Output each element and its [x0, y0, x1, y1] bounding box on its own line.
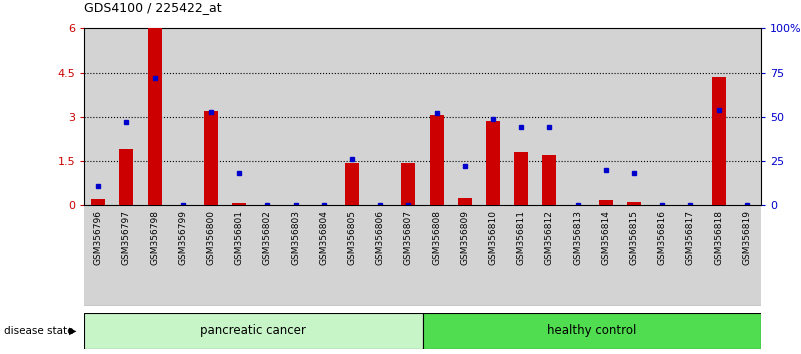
Bar [345, 162, 359, 205]
Text: GSM356813: GSM356813 [574, 210, 582, 266]
Bar [169, 205, 197, 306]
Bar [733, 28, 761, 205]
Bar [542, 155, 557, 205]
Bar [366, 205, 394, 306]
Bar [253, 28, 281, 205]
Text: GSM356812: GSM356812 [545, 210, 554, 265]
Bar [225, 28, 253, 205]
Bar [676, 205, 705, 306]
Bar [564, 205, 592, 306]
Bar [422, 313, 761, 349]
Text: GSM356798: GSM356798 [150, 210, 159, 266]
Bar [458, 198, 472, 205]
Bar [119, 149, 134, 205]
Bar [648, 28, 676, 205]
Text: GSM356799: GSM356799 [179, 210, 187, 266]
Bar [91, 199, 105, 205]
Bar [620, 205, 648, 306]
Bar [232, 203, 246, 205]
Bar [627, 202, 641, 205]
Bar [705, 205, 733, 306]
Bar [197, 28, 225, 205]
Bar [711, 77, 726, 205]
Text: GSM356819: GSM356819 [743, 210, 751, 266]
Bar [140, 28, 169, 205]
Text: GSM356808: GSM356808 [432, 210, 441, 266]
Bar [401, 162, 416, 205]
Bar [592, 28, 620, 205]
Bar [429, 115, 444, 205]
Text: GSM356814: GSM356814 [602, 210, 610, 265]
Bar [479, 28, 507, 205]
Bar [281, 205, 310, 306]
Bar [648, 205, 676, 306]
Bar [310, 205, 338, 306]
Text: GSM356817: GSM356817 [686, 210, 695, 266]
Text: GSM356809: GSM356809 [461, 210, 469, 266]
Bar [169, 28, 197, 205]
Bar [507, 28, 535, 205]
Bar [620, 28, 648, 205]
Bar [422, 205, 451, 306]
Bar [514, 152, 529, 205]
Bar [486, 121, 500, 205]
Bar [507, 205, 535, 306]
Text: GSM356802: GSM356802 [263, 210, 272, 265]
Bar [197, 205, 225, 306]
Bar [84, 205, 112, 306]
Bar [676, 28, 705, 205]
Bar [84, 313, 422, 349]
Bar [451, 205, 479, 306]
Bar [112, 28, 140, 205]
Bar [479, 205, 507, 306]
Bar [592, 205, 620, 306]
Bar [310, 28, 338, 205]
Text: healthy control: healthy control [547, 325, 637, 337]
Text: pancreatic cancer: pancreatic cancer [200, 325, 306, 337]
Bar [147, 28, 162, 205]
Bar [338, 28, 366, 205]
Text: GSM356815: GSM356815 [630, 210, 638, 266]
Text: GSM356806: GSM356806 [376, 210, 384, 266]
Text: ▶: ▶ [69, 326, 76, 336]
Bar [451, 28, 479, 205]
Text: GSM356818: GSM356818 [714, 210, 723, 266]
Bar [366, 28, 394, 205]
Text: disease state: disease state [4, 326, 74, 336]
Text: GSM356797: GSM356797 [122, 210, 131, 266]
Bar [281, 28, 310, 205]
Bar [140, 205, 169, 306]
Bar [204, 111, 218, 205]
Text: GSM356803: GSM356803 [291, 210, 300, 266]
Text: GSM356800: GSM356800 [207, 210, 215, 266]
Bar [599, 200, 613, 205]
Text: GSM356807: GSM356807 [404, 210, 413, 266]
Bar [705, 28, 733, 205]
Bar [84, 28, 112, 205]
Text: GSM356805: GSM356805 [348, 210, 356, 266]
Text: GDS4100 / 225422_at: GDS4100 / 225422_at [84, 1, 222, 14]
Bar [564, 28, 592, 205]
Bar [535, 28, 564, 205]
Bar [733, 205, 761, 306]
Text: GSM356804: GSM356804 [320, 210, 328, 265]
Bar [338, 205, 366, 306]
Bar [394, 205, 422, 306]
Text: GSM356816: GSM356816 [658, 210, 666, 266]
Text: GSM356810: GSM356810 [489, 210, 497, 266]
Bar [225, 205, 253, 306]
Bar [253, 205, 281, 306]
Text: GSM356811: GSM356811 [517, 210, 525, 266]
Text: GSM356796: GSM356796 [94, 210, 103, 266]
Text: GSM356801: GSM356801 [235, 210, 244, 266]
Bar [112, 205, 140, 306]
Bar [394, 28, 422, 205]
Bar [535, 205, 564, 306]
Bar [422, 28, 451, 205]
